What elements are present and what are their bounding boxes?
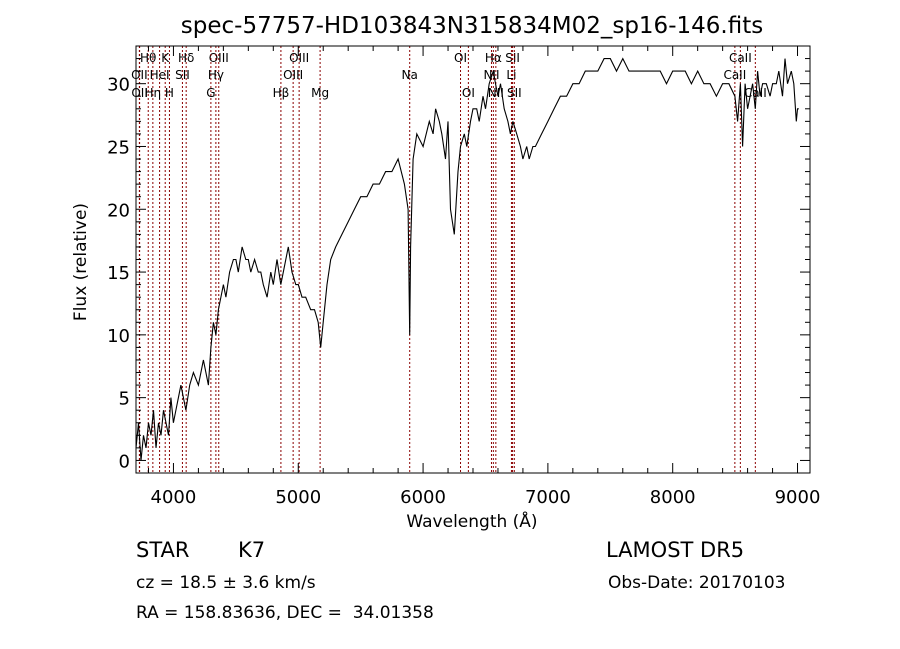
y-tick-label: 5	[119, 389, 130, 410]
survey-name: LAMOST DR5	[606, 538, 745, 562]
line-label: Hδ	[178, 51, 194, 65]
object-class: STAR	[136, 538, 190, 562]
line-label: Li	[506, 68, 516, 82]
line-label: OI	[454, 51, 467, 65]
redshift-cz: cz = 18.5 ± 3.6 km/s	[136, 573, 316, 593]
line-label: HeI	[150, 68, 170, 82]
line-label: OIII	[209, 51, 229, 65]
line-label: OIII	[289, 51, 309, 65]
observation-date: Obs-Date: 20170103	[608, 573, 786, 593]
line-label: SII	[175, 68, 190, 82]
y-tick-label: 0	[119, 451, 130, 472]
line-label: CaII	[729, 51, 752, 65]
y-axis: 0 5 10 15 20 25 30	[107, 58, 810, 472]
y-axis-label: Flux (relative)	[71, 203, 91, 321]
line-label: K	[161, 51, 170, 65]
spectrum-series	[135, 57, 799, 461]
line-label: OII	[131, 86, 148, 100]
line-label: H	[165, 86, 174, 100]
y-tick-label: 15	[107, 263, 130, 284]
line-label: CaII	[723, 68, 746, 82]
line-label: Mg	[311, 86, 329, 100]
x-tick-label: 4000	[151, 487, 197, 508]
x-axis-label: Wavelength (Å)	[406, 510, 537, 532]
line-label: SII	[505, 51, 520, 65]
x-tick-label: 6000	[400, 487, 446, 508]
x-tick-label: 7000	[525, 487, 571, 508]
y-tick-label: 10	[107, 326, 130, 347]
x-tick-label: 9000	[775, 487, 821, 508]
line-label: Hθ	[140, 51, 156, 65]
y-tick-label: 20	[107, 200, 130, 221]
line-label: Hη	[145, 86, 162, 100]
line-label: Na	[402, 68, 418, 82]
x-tick-label: 5000	[275, 487, 321, 508]
x-axis: 4000 5000 6000 7000 8000 9000	[147, 46, 821, 508]
line-label: G	[206, 86, 215, 100]
object-subclass: K7	[238, 538, 266, 562]
line-label: SII	[507, 86, 522, 100]
line-label: Hγ	[208, 68, 224, 82]
chart-title: spec-57757-HD103843N315834M02_sp16-146.f…	[181, 13, 763, 39]
y-tick-label: 30	[107, 75, 130, 96]
x-tick-label: 8000	[650, 487, 696, 508]
sky-coordinates: RA = 158.83636, DEC = 34.01358	[136, 603, 434, 623]
line-label: OIII	[283, 68, 303, 82]
line-label: Hα	[485, 51, 502, 65]
y-tick-label: 25	[107, 137, 130, 158]
line-label: Hβ	[273, 86, 290, 100]
line-label: CaII	[744, 86, 767, 100]
line-label: OI	[462, 86, 475, 100]
